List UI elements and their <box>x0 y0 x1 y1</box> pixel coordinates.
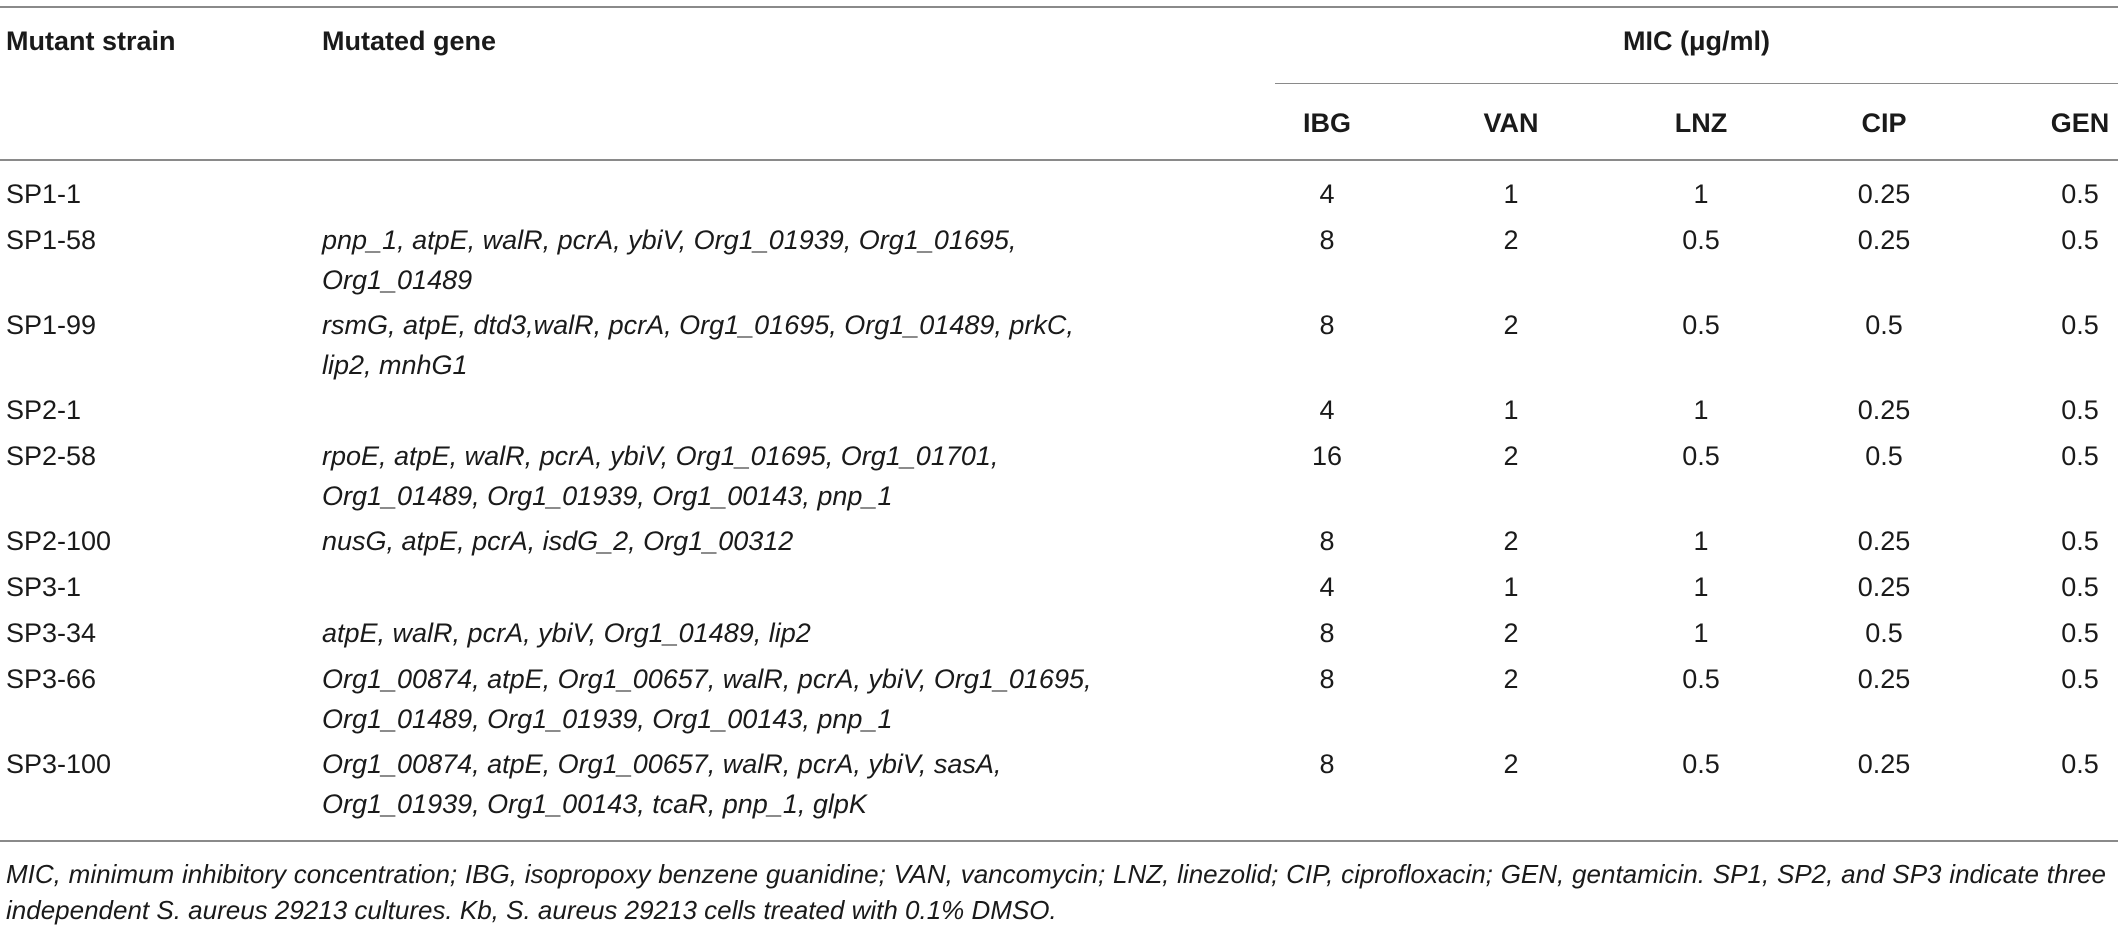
gene-line-1: Org1_00874, atpE, Org1_00657, walR, pcrA… <box>322 749 1002 779</box>
cell-lnz: 0.5 <box>1682 664 1720 694</box>
cell-lnz: 1 <box>1693 618 1709 648</box>
header-drug-gen: GEN <box>2050 108 2110 138</box>
cell-ibg: 8 <box>1319 664 1335 694</box>
cell-cip: 0.25 <box>1857 664 1911 694</box>
cell-ibg: 16 <box>1311 441 1343 471</box>
table-footnote: MIC, minimum inhibitory concentration; I… <box>6 859 2106 925</box>
cell-cip: 0.25 <box>1857 179 1911 209</box>
cell-van: 1 <box>1503 179 1519 209</box>
cell-lnz: 0.5 <box>1682 749 1720 779</box>
gene-line-1: pnp_1, atpE, walR, pcrA, ybiV, Org1_0193… <box>322 225 1017 255</box>
cell-cip: 0.25 <box>1857 572 1911 602</box>
cell-ibg: 4 <box>1319 179 1335 209</box>
cell-van: 1 <box>1503 572 1519 602</box>
cell-lnz: 1 <box>1693 526 1709 556</box>
gene-line-2: Org1_01489, Org1_01939, Org1_00143, pnp_… <box>322 704 893 734</box>
gene-line-2: lip2, mnhG1 <box>322 350 468 380</box>
cell-strain: SP2-58 <box>6 441 97 471</box>
cell-strain: SP1-99 <box>6 310 97 340</box>
cell-strain: SP3-1 <box>6 572 82 602</box>
header-mic-group: MIC (μg/ml) <box>1623 26 1770 56</box>
cell-van: 2 <box>1503 664 1519 694</box>
cell-van: 2 <box>1503 225 1519 255</box>
cell-cip: 0.25 <box>1857 749 1911 779</box>
cell-gen: 0.5 <box>2061 572 2099 602</box>
cell-ibg: 8 <box>1319 225 1335 255</box>
cell-gen: 0.5 <box>2061 441 2099 471</box>
cell-lnz: 0.5 <box>1682 310 1720 340</box>
mic-group-rule <box>1275 83 2118 84</box>
cell-mutated-gene: rsmG, atpE, dtd3,walR, pcrA, Org1_01695,… <box>322 305 1222 385</box>
cell-gen: 0.5 <box>2061 179 2099 209</box>
cell-strain: SP2-100 <box>6 526 112 556</box>
gene-line-2: Org1_01489, Org1_01939, Org1_00143, pnp_… <box>322 481 893 511</box>
cell-van: 2 <box>1503 618 1519 648</box>
cell-gen: 0.5 <box>2061 310 2099 340</box>
cell-van: 2 <box>1503 441 1519 471</box>
cell-ibg: 8 <box>1319 618 1335 648</box>
cell-ibg: 4 <box>1319 572 1335 602</box>
cell-strain: SP3-100 <box>6 749 112 779</box>
cell-mutated-gene: Org1_00874, atpE, Org1_00657, walR, pcrA… <box>322 744 1222 824</box>
header-mutant-strain: Mutant strain <box>6 26 176 56</box>
cell-lnz: 1 <box>1693 179 1709 209</box>
header-drug-ibg: IBG <box>1302 108 1351 138</box>
cell-strain: SP2-1 <box>6 395 82 425</box>
table-top-rule <box>0 6 2118 8</box>
cell-lnz: 0.5 <box>1682 225 1720 255</box>
cell-gen: 0.5 <box>2061 618 2099 648</box>
cell-mutated-gene: rpoE, atpE, walR, pcrA, ybiV, Org1_01695… <box>322 436 1222 516</box>
header-mutated-gene: Mutated gene <box>322 26 497 56</box>
gene-line-1: nusG, atpE, pcrA, isdG_2, Org1_00312 <box>322 526 794 556</box>
header-bottom-rule <box>0 159 2118 161</box>
cell-ibg: 8 <box>1319 310 1335 340</box>
cell-lnz: 1 <box>1693 395 1709 425</box>
header-drug-lnz: LNZ <box>1674 108 1728 138</box>
cell-cip: 0.25 <box>1857 225 1911 255</box>
cell-lnz: 0.5 <box>1682 441 1720 471</box>
gene-line-1: rsmG, atpE, dtd3,walR, pcrA, Org1_01695,… <box>322 310 1074 340</box>
cell-van: 2 <box>1503 749 1519 779</box>
cell-cip: 0.5 <box>1865 618 1903 648</box>
cell-ibg: 8 <box>1319 526 1335 556</box>
cell-gen: 0.5 <box>2061 526 2099 556</box>
cell-mutated-gene: atpE, walR, pcrA, ybiV, Org1_01489, lip2 <box>322 613 1222 653</box>
cell-van: 2 <box>1503 310 1519 340</box>
cell-gen: 0.5 <box>2061 225 2099 255</box>
cell-cip: 0.25 <box>1857 395 1911 425</box>
cell-gen: 0.5 <box>2061 395 2099 425</box>
header-drug-van: VAN <box>1483 108 1539 138</box>
cell-van: 2 <box>1503 526 1519 556</box>
cell-lnz: 1 <box>1693 572 1709 602</box>
gene-line-2: Org1_01489 <box>322 265 473 295</box>
cell-van: 1 <box>1503 395 1519 425</box>
cell-ibg: 8 <box>1319 749 1335 779</box>
cell-mutated-gene: pnp_1, atpE, walR, pcrA, ybiV, Org1_0193… <box>322 220 1222 300</box>
table-bottom-rule <box>0 840 2118 842</box>
gene-line-2: Org1_01939, Org1_00143, tcaR, pnp_1, glp… <box>322 789 867 819</box>
cell-strain: SP1-58 <box>6 225 97 255</box>
cell-ibg: 4 <box>1319 395 1335 425</box>
cell-cip: 0.25 <box>1857 526 1911 556</box>
cell-mutated-gene: Org1_00874, atpE, Org1_00657, walR, pcrA… <box>322 659 1222 739</box>
cell-strain: SP3-66 <box>6 664 97 694</box>
header-drug-cip: CIP <box>1861 108 1907 138</box>
gene-line-1: rpoE, atpE, walR, pcrA, ybiV, Org1_01695… <box>322 441 999 471</box>
gene-line-1: Org1_00874, atpE, Org1_00657, walR, pcrA… <box>322 664 1092 694</box>
cell-strain: SP3-34 <box>6 618 97 648</box>
gene-line-1: atpE, walR, pcrA, ybiV, Org1_01489, lip2 <box>322 618 811 648</box>
cell-strain: SP1-1 <box>6 179 82 209</box>
cell-cip: 0.5 <box>1865 310 1903 340</box>
cell-gen: 0.5 <box>2061 749 2099 779</box>
cell-gen: 0.5 <box>2061 664 2099 694</box>
cell-cip: 0.5 <box>1865 441 1903 471</box>
cell-mutated-gene: nusG, atpE, pcrA, isdG_2, Org1_00312 <box>322 521 1222 561</box>
